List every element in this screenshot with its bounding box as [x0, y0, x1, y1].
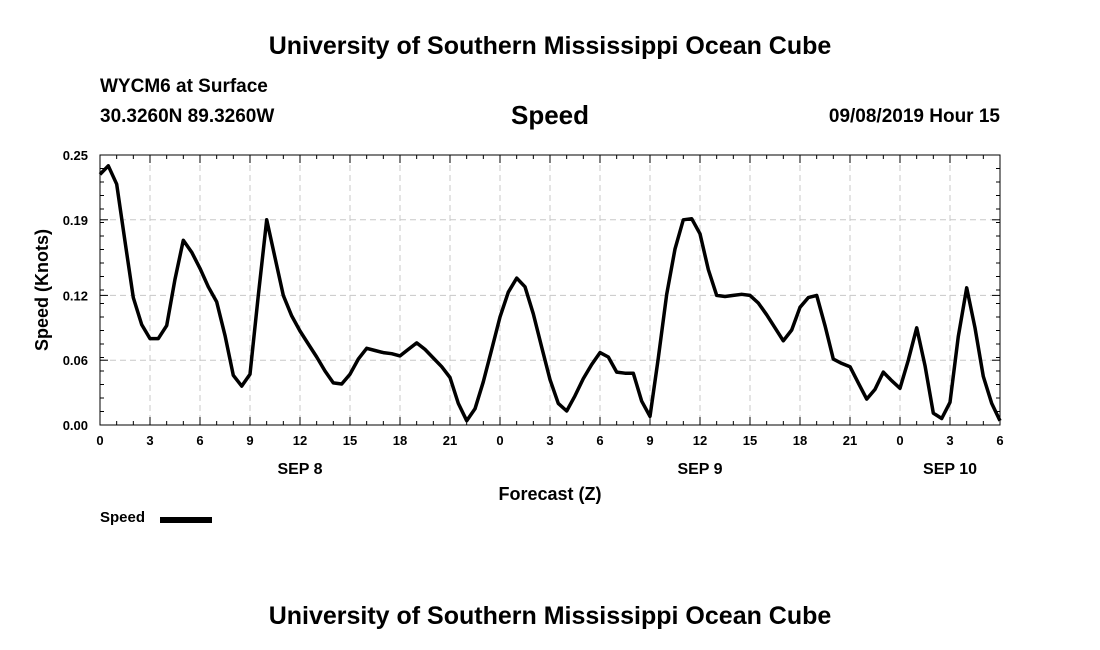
- y-tick-label: 0.25: [63, 148, 88, 163]
- day-label: SEP 10: [923, 461, 977, 478]
- x-tick-label: 21: [843, 433, 857, 448]
- y-tick-label: 0.12: [63, 288, 88, 303]
- x-tick-label: 9: [646, 433, 653, 448]
- x-tick-label: 9: [246, 433, 253, 448]
- x-tick-label: 0: [496, 433, 503, 448]
- legend-label: Speed: [100, 509, 146, 526]
- x-tick-label: 3: [546, 433, 553, 448]
- y-tick-label: 0.00: [63, 418, 88, 433]
- y-tick-label: 0.06: [63, 353, 88, 368]
- x-tick-label: 18: [793, 433, 807, 448]
- grid-layer: [100, 155, 1000, 425]
- x-tick-label: 12: [293, 433, 307, 448]
- series-layer: [98, 164, 1002, 423]
- day-label: SEP 9: [677, 461, 722, 478]
- x-tick-label: 12: [693, 433, 707, 448]
- page-title: University of Southern Mississippi Ocean…: [268, 32, 832, 60]
- station-label: WYCM6 at Surface: [100, 76, 268, 97]
- x-tick-label: 15: [743, 433, 757, 448]
- y-tick-label: 0.19: [63, 213, 88, 228]
- speed-series-line: [98, 164, 1002, 423]
- coordinates-label: 30.3260N 89.3260W: [100, 106, 275, 127]
- x-axis-label: Forecast (Z): [498, 484, 601, 504]
- ticks-layer: [99, 154, 1001, 426]
- x-tick-label: 6: [596, 433, 603, 448]
- x-tick-label: 18: [393, 433, 407, 448]
- y-axis-label: Speed (Knots): [32, 229, 52, 351]
- day-label: SEP 8: [277, 461, 322, 478]
- labels-layer: 0 3 6 9 12 15 18 21 0 3 6 9 12 15 18 21 0 3 6 0.00 0.06 0.12 0…: [63, 148, 1004, 478]
- legend-swatch: [160, 517, 212, 523]
- x-tick-label: 21: [443, 433, 457, 448]
- x-tick-label: 6: [996, 433, 1003, 448]
- footer-title: University of Southern Mississippi Ocean…: [268, 602, 832, 630]
- plot-frame: [99, 154, 1001, 426]
- x-tick-label: 6: [196, 433, 203, 448]
- datetime-label: 09/08/2019 Hour 15: [828, 106, 1000, 127]
- x-tick-label: 3: [146, 433, 153, 448]
- chart-title: Speed: [510, 100, 590, 130]
- x-tick-label: 0: [96, 433, 103, 448]
- x-tick-label: 0: [896, 433, 903, 448]
- x-tick-label: 3: [946, 433, 953, 448]
- x-tick-label: 15: [343, 433, 357, 448]
